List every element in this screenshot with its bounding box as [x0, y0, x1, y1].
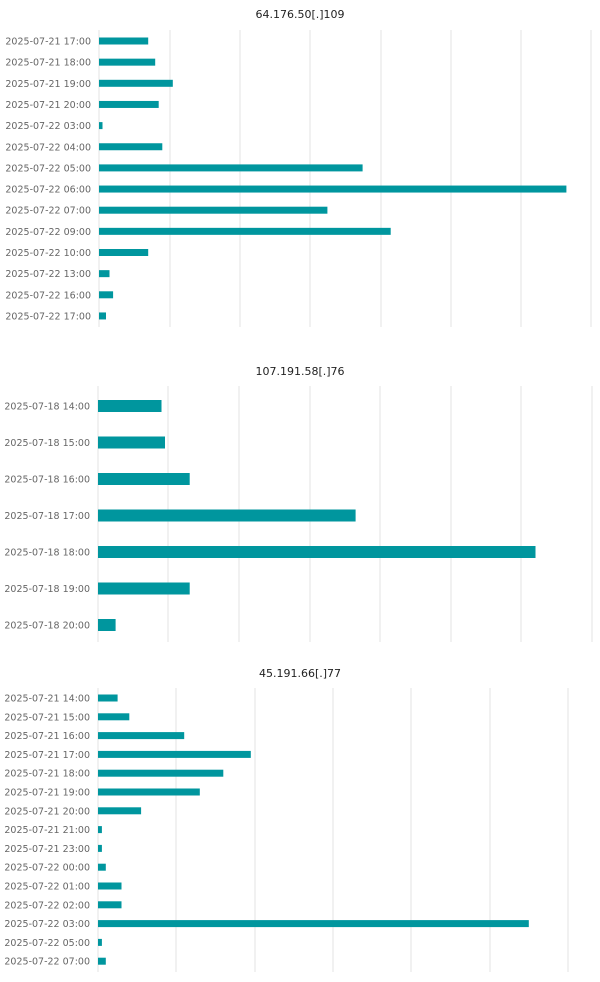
bar — [99, 100, 159, 108]
bar-series — [98, 400, 536, 631]
bar — [98, 436, 165, 449]
category-tick-label: 2025-07-21 20:00 — [5, 100, 91, 111]
bar — [98, 473, 190, 485]
category-tick-label: 2025-07-21 16:00 — [4, 731, 90, 742]
category-tick-label: 2025-07-21 17:00 — [5, 37, 91, 48]
bar — [98, 882, 122, 890]
category-tick-label: 2025-07-18 18:00 — [4, 548, 90, 559]
category-tick-label: 2025-07-22 02:00 — [4, 900, 90, 911]
chart-panel: 64.176.50[.]109 2025-07-21 17:002025-07-… — [5, 8, 592, 327]
bar — [98, 863, 106, 871]
bar — [99, 164, 363, 172]
bar — [98, 788, 200, 796]
bar — [99, 270, 110, 278]
bar — [99, 58, 156, 66]
bar — [99, 206, 328, 214]
bar — [99, 122, 103, 130]
category-tick-label: 2025-07-22 00:00 — [4, 863, 90, 874]
bar — [99, 37, 149, 45]
bar — [99, 185, 567, 193]
category-tick-label: 2025-07-22 17:00 — [5, 311, 91, 322]
category-tick-label: 2025-07-21 21:00 — [4, 825, 90, 836]
category-tick-label: 2025-07-22 03:00 — [5, 121, 91, 132]
category-tick-label: 2025-07-22 04:00 — [5, 142, 91, 153]
bar — [99, 143, 163, 151]
bar — [98, 826, 102, 834]
chart-title: 107.191.58[.]76 — [255, 365, 344, 378]
category-tick-label: 2025-07-21 19:00 — [5, 79, 91, 90]
category-tick-label: 2025-07-22 07:00 — [5, 206, 91, 217]
bar — [98, 769, 224, 777]
category-tick-labels: 2025-07-21 14:00 2025-07-21 15:00 2025-07-… — [4, 694, 90, 968]
bar — [98, 694, 118, 702]
bar — [99, 249, 149, 256]
bar — [98, 509, 356, 522]
bar — [98, 807, 142, 815]
bar-series — [98, 694, 529, 965]
category-tick-label: 2025-07-21 14:00 — [4, 694, 90, 705]
chart-title: 45.191.66[.]77 — [259, 667, 341, 680]
category-tick-label: 2025-07-18 16:00 — [4, 475, 90, 486]
chart-panel: 107.191.58[.]76 2025-07-18 14:002025-07-… — [4, 365, 593, 642]
category-tick-label: 2025-07-21 18:00 — [5, 58, 91, 69]
bar-series — [99, 37, 567, 320]
bar — [98, 844, 102, 852]
bar — [98, 901, 122, 909]
category-tick-label: 2025-07-22 07:00 — [4, 957, 90, 968]
category-tick-label: 2025-07-18 17:00 — [4, 511, 90, 522]
bar — [98, 546, 536, 558]
bar — [98, 957, 106, 965]
category-tick-label: 2025-07-21 19:00 — [4, 788, 90, 799]
category-tick-label: 2025-07-21 23:00 — [4, 844, 90, 855]
bar — [98, 938, 102, 946]
bar — [98, 582, 190, 595]
category-tick-label: 2025-07-21 18:00 — [4, 769, 90, 780]
bar — [99, 312, 106, 320]
category-tick-label: 2025-07-21 17:00 — [4, 750, 90, 761]
category-tick-label: 2025-07-22 10:00 — [5, 248, 91, 259]
category-tick-label: 2025-07-22 03:00 — [4, 919, 90, 930]
grid — [98, 30, 592, 327]
bar — [99, 79, 173, 87]
category-tick-label: 2025-07-22 09:00 — [5, 227, 91, 238]
category-tick-label: 2025-07-18 19:00 — [4, 584, 90, 595]
category-tick-label: 2025-07-21 20:00 — [4, 806, 90, 817]
bar — [99, 291, 114, 299]
grid — [97, 688, 569, 972]
bar — [98, 750, 251, 758]
category-tick-label: 2025-07-22 16:00 — [5, 290, 91, 301]
category-tick-label: 2025-07-22 13:00 — [5, 269, 91, 280]
category-tick-label: 2025-07-22 06:00 — [5, 185, 91, 196]
category-tick-label: 2025-07-18 14:00 — [4, 402, 90, 413]
category-tick-label: 2025-07-18 15:00 — [4, 438, 90, 449]
category-tick-label: 2025-07-18 20:00 — [4, 621, 90, 632]
chart-panel: 45.191.66[.]77 2025-07-21 14:002025-07-2… — [4, 667, 569, 972]
category-tick-label: 2025-07-21 15:00 — [4, 712, 90, 723]
category-tick-labels: 2025-07-18 14:00 2025-07-18 15:00 2025-07-… — [4, 402, 90, 632]
bar — [98, 400, 162, 412]
bar — [98, 732, 185, 740]
category-tick-label: 2025-07-22 05:00 — [5, 163, 91, 174]
category-tick-labels: 2025-07-21 17:00 2025-07-21 18:00 2025-07-… — [5, 37, 91, 323]
bar — [99, 227, 391, 235]
bar — [98, 619, 116, 631]
chart-title: 64.176.50[.]109 — [255, 8, 344, 21]
category-tick-label: 2025-07-22 05:00 — [4, 938, 90, 949]
bar — [98, 713, 130, 721]
bar — [98, 920, 529, 928]
category-tick-label: 2025-07-22 01:00 — [4, 882, 90, 893]
